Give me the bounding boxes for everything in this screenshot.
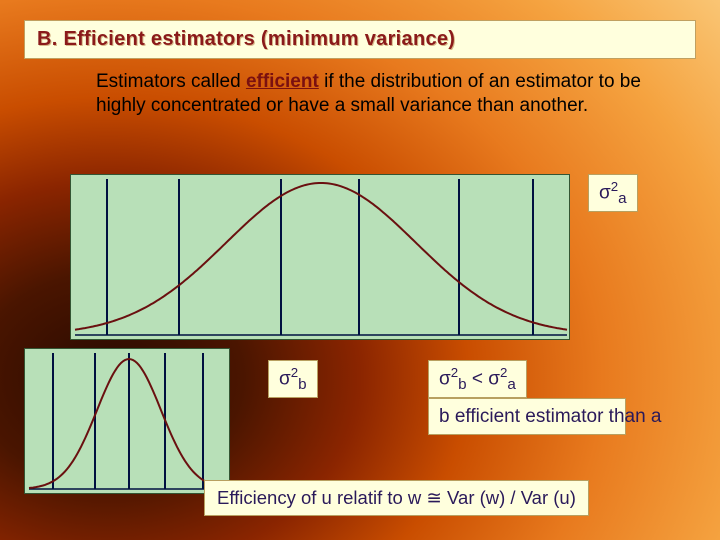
sigma-glyph: σ (279, 368, 291, 389)
body-paragraph: Estimators called efficient if the distr… (96, 70, 676, 119)
label-variance-comparison: σ2b < σ2a (428, 360, 527, 398)
sigma-glyph: σ (488, 368, 500, 389)
chart-a-svg (71, 175, 571, 341)
label-sigma-squared-a: σ2a (588, 174, 638, 212)
chart-b-narrow-distribution (24, 348, 230, 494)
sigma-glyph: σ (439, 368, 451, 389)
subscript-a: a (507, 376, 515, 393)
body-keyword: efficient (246, 71, 319, 92)
body-prefix: Estimators called (96, 71, 246, 92)
subscript-b: b (298, 376, 306, 393)
label-sigma-squared-b: σ2b (268, 360, 318, 398)
less-than-operator: < (472, 368, 488, 389)
footer-efficiency-formula: Efficiency of u relatif to w ≅ Var (w) /… (204, 480, 589, 516)
subscript-b: b (458, 376, 466, 393)
title-heading: B. Efficient estimators (minimum varianc… (24, 20, 696, 59)
chart-b-svg (25, 349, 231, 495)
subscript-a: a (618, 190, 626, 207)
sigma-glyph: σ (599, 182, 611, 203)
label-efficient-note: b efficient estimator than a (428, 398, 626, 435)
chart-a-wide-distribution (70, 174, 570, 340)
